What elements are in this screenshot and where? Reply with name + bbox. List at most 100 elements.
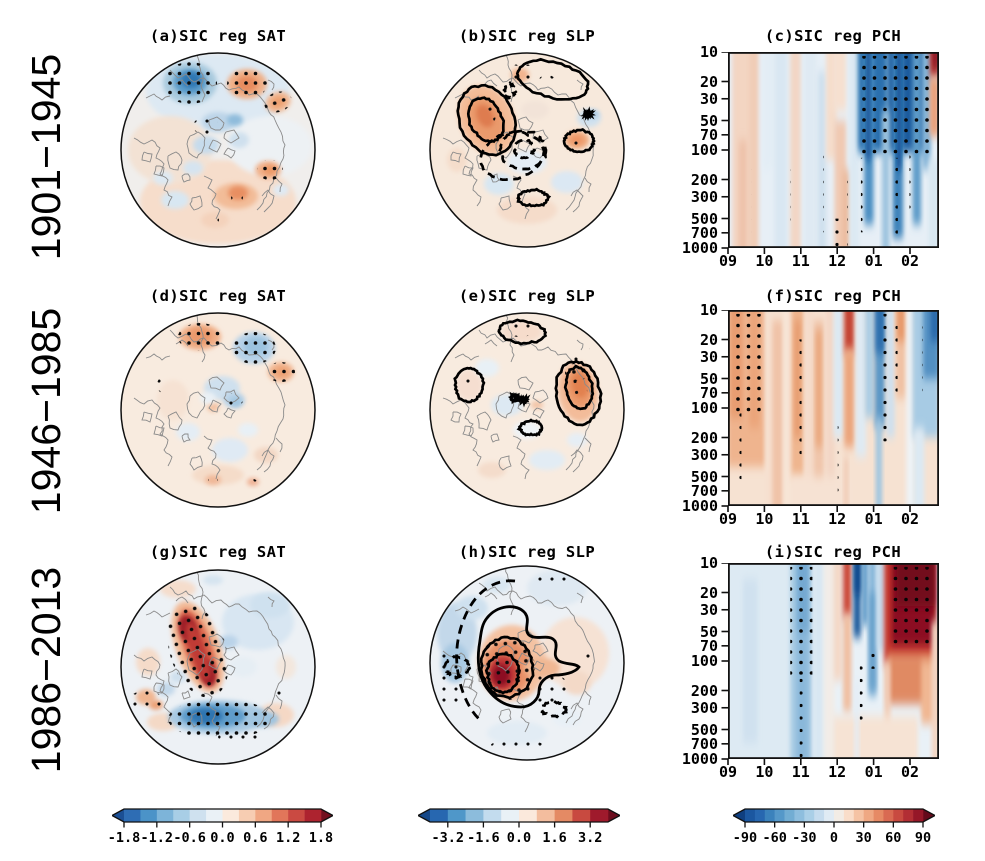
pressure-tick-label: 20 (699, 330, 718, 349)
colorbar-tick-label: 1.8 (308, 830, 334, 846)
stipple-region (437, 658, 461, 708)
coastline-path (576, 79, 584, 91)
heatmap-band (853, 563, 861, 638)
stipple-region (859, 664, 865, 728)
map-panel-d (120, 312, 316, 508)
heatmap-band (791, 476, 855, 506)
month-tick-label: 10 (755, 763, 774, 781)
stipple-region (222, 372, 228, 378)
stipple-region (208, 476, 218, 484)
colorbar-arrow-left (418, 809, 430, 822)
colorbar-tick-label: 0.0 (506, 830, 532, 846)
heatmap-band (875, 417, 883, 506)
pressure-tick-label: 500 (690, 209, 718, 228)
stipple-region (213, 217, 219, 223)
stipple-region (513, 68, 531, 82)
coastline-path (517, 139, 531, 153)
coastline-path (223, 407, 236, 419)
colorbar-tick-label: -60 (762, 830, 787, 846)
coastline-path (442, 650, 482, 720)
heatmap-frame (727, 310, 939, 506)
anomaly-blob (238, 423, 258, 437)
coastline-path (490, 173, 500, 183)
stipple-region (892, 157, 898, 241)
heatmap-band (826, 310, 835, 506)
colorbar-tick-label: -1.2 (140, 830, 174, 846)
coastline-path (181, 433, 191, 443)
stipple-region (482, 105, 496, 123)
slp-contour-positive (515, 393, 531, 408)
stipple-region (163, 62, 217, 104)
colorbar-segment (483, 809, 502, 822)
coastline-path (196, 571, 206, 620)
coastline-path (275, 437, 283, 453)
anomaly-blob (227, 114, 243, 126)
coastline-path (153, 682, 165, 694)
month-tick-label: 01 (864, 510, 883, 528)
colorbar-tick-label: -0.6 (173, 830, 206, 846)
pressure-tick-label: 700 (690, 734, 718, 753)
slp-contour-positive (484, 652, 521, 695)
stipple-region (799, 670, 805, 759)
heatmap-band (855, 310, 867, 457)
coastline-path (517, 116, 534, 131)
anomaly-blob (200, 392, 216, 404)
map-interior (430, 566, 624, 760)
stipple-region (790, 566, 813, 675)
month-tick-label: 11 (791, 763, 810, 781)
colorbar-segment (754, 809, 766, 822)
coastline-path (498, 195, 512, 211)
stipple-region (174, 361, 182, 369)
colorbar-segment (794, 809, 805, 822)
heatmap-band (813, 563, 825, 759)
coastline-path (570, 702, 584, 726)
stipple-region (249, 479, 257, 485)
coastline-path (167, 411, 183, 431)
anomaly-blob (203, 575, 223, 585)
anomaly-blob (475, 359, 499, 377)
colorbar-tick-label: 0.6 (243, 830, 268, 846)
stipple-region (889, 566, 933, 650)
heatmap-band (886, 310, 895, 438)
colorbar-segment (304, 809, 322, 822)
stipple-region (277, 687, 289, 703)
coastline-path (133, 137, 173, 207)
pressure-tick-label: 500 (690, 720, 718, 739)
stipple-region (265, 483, 271, 487)
stipple-region (781, 462, 787, 503)
panel-title-c: (c)SIC reg PCH (764, 27, 902, 45)
anomaly-blob (212, 438, 248, 462)
heatmap-band (783, 310, 793, 506)
month-tick-label: 10 (755, 510, 774, 528)
coastline-path (484, 339, 498, 347)
coastline-path (478, 582, 595, 724)
colorbar-segment (536, 809, 555, 822)
heatmap-band (906, 310, 915, 506)
coastline-path (462, 678, 474, 690)
map-circle-border (120, 569, 316, 765)
stipple-region (565, 362, 589, 382)
coastline-path (261, 189, 275, 213)
slp-contour-negative (479, 130, 546, 182)
coastline-path (517, 399, 531, 413)
map-interior (121, 570, 315, 764)
coastline-path (442, 137, 482, 207)
coastline-path (267, 596, 275, 608)
anomaly-blob (563, 671, 591, 695)
month-tick-label: 11 (791, 510, 810, 528)
heatmap-band (930, 310, 939, 342)
stipple-region (463, 377, 471, 387)
colorbar-tick-label: -1.8 (107, 830, 141, 846)
anomaly-blob (157, 682, 175, 696)
stipple-region (909, 153, 915, 213)
heatmap-band (913, 427, 925, 506)
colorbar-tick-label: 0 (829, 830, 839, 846)
stipple-region (855, 55, 930, 158)
heatmap-interior (728, 563, 939, 759)
pressure-tick-label: 700 (690, 223, 718, 242)
heatmap-band (875, 310, 886, 354)
pressure-tick-label: 100 (690, 652, 718, 670)
anomaly-blob (553, 709, 581, 727)
heatmap-frame (727, 52, 939, 248)
